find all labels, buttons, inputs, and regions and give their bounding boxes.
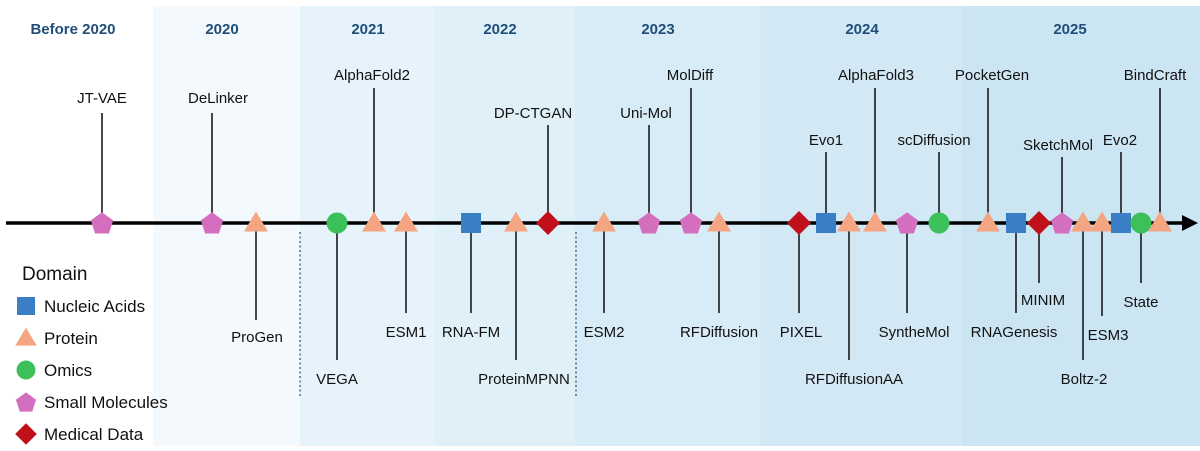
marker-esm2 [592, 211, 616, 232]
period-band-2020 [153, 6, 300, 446]
model-markers [90, 211, 1172, 235]
marker-dp-ctgan [536, 211, 560, 235]
legend-pentagon-icon [15, 392, 37, 412]
label-dp-ctgan: DP-CTGAN [494, 105, 572, 122]
marker-scdiffusion [928, 212, 950, 234]
legend-circle-icon [16, 360, 36, 380]
period-label-2025: 2025 [1053, 21, 1086, 38]
marker-delinker [200, 212, 224, 234]
period-label-before-2020: Before 2020 [30, 21, 115, 38]
label-minim: MINIM [1021, 292, 1065, 309]
label-esm3: ESM3 [1088, 327, 1129, 344]
period-label-2024: 2024 [845, 21, 879, 38]
label-alphafold2: AlphaFold2 [334, 67, 410, 84]
marker-sketchmol [1050, 212, 1074, 234]
marker-rna-fm [461, 213, 481, 233]
marker-rnagenesis [1006, 213, 1026, 233]
label-jt-vae: JT-VAE [77, 90, 127, 107]
label-bindcraft: BindCraft [1124, 67, 1187, 84]
marker-bindcraft [1148, 211, 1172, 232]
period-label-2023: 2023 [641, 21, 674, 38]
marker-rfdiffusion [707, 211, 731, 232]
label-scdiffusion: scDiffusion [897, 132, 970, 149]
label-vega: VEGA [316, 371, 358, 388]
marker-pixel [787, 211, 811, 235]
legend: Domain Nucleic Acids Protein Omics Small Mol… [15, 264, 168, 445]
label-rfdiffusionaa: RFDiffusionAA [805, 371, 903, 388]
period-band-before-2020 [0, 6, 153, 446]
label-evo1: Evo1 [809, 132, 843, 149]
label-pocketgen: PocketGen [955, 67, 1029, 84]
marker-esm1 [394, 211, 418, 232]
marker-boltz-2 [1071, 211, 1095, 232]
timeline-arrow-icon [1182, 215, 1198, 231]
label-state: State [1123, 294, 1158, 311]
marker-pocketgen [976, 211, 1000, 232]
connector-lines [101, 88, 1161, 360]
label-proteinmpnn: ProteinMPNN [478, 371, 570, 388]
marker-synthemol [895, 212, 919, 234]
period-label-2021: 2021 [351, 21, 384, 38]
marker-evo1 [816, 213, 836, 233]
marker-vega [326, 212, 348, 234]
label-sketchmol: SketchMol [1023, 137, 1093, 154]
model-labels: JT-VAE DeLinker ProGen VEGA AlphaFold2 ESM1 RN… [77, 67, 1187, 388]
label-progen: ProGen [231, 329, 283, 346]
marker-alphafold2 [362, 211, 386, 232]
legend-item-medical-data: Medical Data [44, 425, 144, 444]
label-alphafold3: AlphaFold3 [838, 67, 914, 84]
marker-alphafold3 [863, 211, 887, 232]
legend-diamond-icon [15, 423, 37, 445]
marker-state [1130, 212, 1152, 234]
label-rfdiffusion: RFDiffusion [680, 324, 758, 341]
marker-evo2 [1111, 213, 1131, 233]
legend-title: Domain [22, 264, 87, 285]
label-synthemol: SyntheMol [879, 324, 950, 341]
marker-proteinmpnn [504, 211, 528, 232]
marker-uni-mol [637, 212, 661, 234]
marker-rfdiffusionaa [837, 211, 861, 232]
label-boltz-2: Boltz-2 [1061, 371, 1108, 388]
legend-item-protein: Protein [44, 329, 98, 348]
label-pixel: PIXEL [780, 324, 823, 341]
label-uni-mol: Uni-Mol [620, 105, 672, 122]
label-delinker: DeLinker [188, 90, 248, 107]
legend-item-nucleic-acids: Nucleic Acids [44, 297, 145, 316]
label-esm1: ESM1 [386, 324, 427, 341]
label-esm2: ESM2 [584, 324, 625, 341]
label-moldiff: MolDiff [667, 67, 714, 84]
legend-item-small-molecules: Small Molecules [44, 393, 168, 412]
marker-moldiff [679, 212, 703, 234]
legend-triangle-icon [15, 327, 37, 346]
label-rna-fm: RNA-FM [442, 324, 500, 341]
marker-esm3 [1090, 211, 1114, 232]
marker-minim [1027, 211, 1051, 235]
legend-item-omics: Omics [44, 361, 92, 380]
legend-square-icon [17, 297, 35, 315]
period-label-2022: 2022 [483, 21, 516, 38]
label-evo2: Evo2 [1103, 132, 1137, 149]
label-rnagenesis: RNAGenesis [971, 324, 1058, 341]
period-label-2020: 2020 [205, 21, 238, 38]
marker-progen [244, 211, 268, 232]
marker-jt-vae [90, 212, 114, 234]
